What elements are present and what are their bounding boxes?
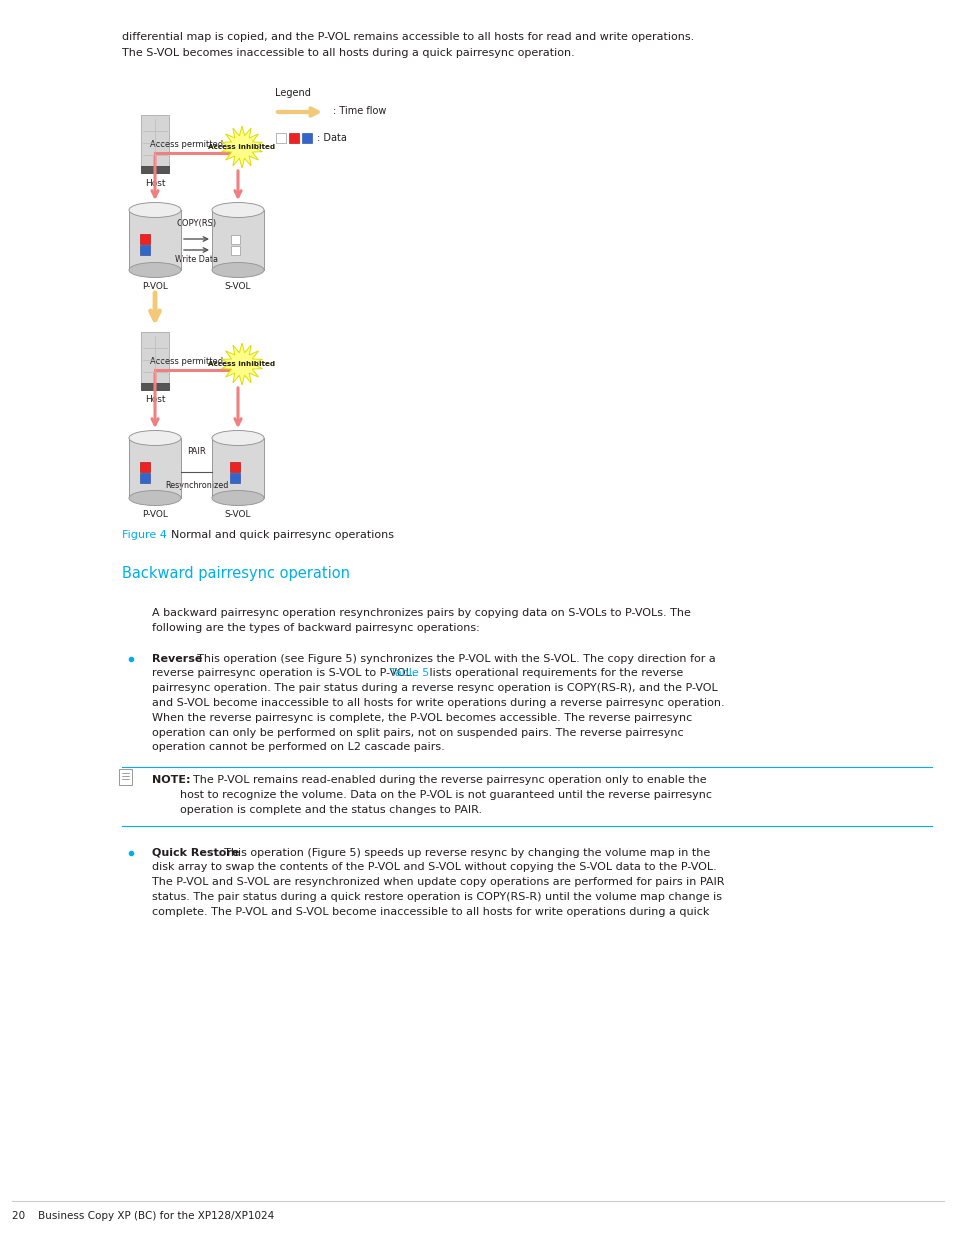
Text: Legend: Legend	[274, 88, 311, 98]
Text: Resynchronized: Resynchronized	[165, 480, 228, 490]
Bar	[141, 115, 169, 167]
Text: Host: Host	[145, 179, 165, 188]
Text: The S-VOL becomes inaccessible to all hosts during a quick pairresync operation.: The S-VOL becomes inaccessible to all ho…	[122, 47, 574, 58]
Text: operation is complete and the status changes to PAIR.: operation is complete and the status cha…	[180, 805, 481, 815]
Text: Access permitted: Access permitted	[150, 357, 223, 366]
Text: S-VOL: S-VOL	[225, 510, 251, 519]
Text: differential map is copied, and the P-VOL remains accessible to all hosts for re: differential map is copied, and the P-VO…	[122, 32, 694, 42]
Text: Reverse: Reverse	[152, 653, 202, 663]
Bar	[140, 462, 150, 472]
Text: Backward pairresync operation: Backward pairresync operation	[122, 566, 350, 580]
Bar	[230, 473, 240, 483]
Ellipse shape	[212, 490, 264, 505]
Bar	[212, 210, 264, 270]
Text: disk array to swap the contents of the P-VOL and S-VOL without copying the S-VOL: disk array to swap the contents of the P…	[152, 862, 716, 872]
Bar	[230, 462, 240, 472]
Text: A backward pairresync operation resynchronizes pairs by copying data on S-VOLs t: A backward pairresync operation resynchr…	[152, 608, 690, 618]
Text: reverse pairresync operation is S-VOL to P-VOL.: reverse pairresync operation is S-VOL to…	[152, 668, 418, 678]
Text: operation can only be performed on split pairs, not on suspended pairs. The reve: operation can only be performed on split…	[152, 727, 683, 737]
Text: host to recognize the volume. Data on the P-VOL is not guaranteed until the reve: host to recognize the volume. Data on th…	[180, 790, 711, 800]
Bar	[288, 133, 298, 143]
Text: Host: Host	[145, 395, 165, 405]
Text: : Time flow: : Time flow	[333, 105, 386, 116]
Bar	[129, 210, 181, 270]
Bar	[212, 438, 264, 498]
Bar	[275, 133, 285, 143]
Polygon shape	[221, 126, 262, 168]
Bar	[141, 332, 169, 384]
Text: When the reverse pairresync is complete, the P-VOL becomes accessible. The rever: When the reverse pairresync is complete,…	[152, 713, 692, 722]
Bar	[231, 246, 239, 254]
Bar	[140, 233, 150, 245]
Text: P-VOL: P-VOL	[142, 510, 168, 519]
Bar	[301, 133, 312, 143]
Text: The P-VOL remains read-enabled during the reverse pairresync operation only to e: The P-VOL remains read-enabled during th…	[186, 776, 706, 785]
Text: pairresync operation. The pair status during a reverse resync operation is COPY(: pairresync operation. The pair status du…	[152, 683, 717, 693]
Text: The P-VOL and S-VOL are resynchronized when update copy operations are performed: The P-VOL and S-VOL are resynchronized w…	[152, 877, 723, 887]
Polygon shape	[221, 343, 262, 385]
Text: NOTE:: NOTE:	[152, 776, 191, 785]
Text: Access permitted: Access permitted	[150, 140, 223, 149]
Text: Write Data: Write Data	[174, 254, 218, 264]
Text: status. The pair status during a quick restore operation is COPY(RS-R) until the: status. The pair status during a quick r…	[152, 892, 721, 902]
Ellipse shape	[212, 431, 264, 446]
Text: : Data: : Data	[316, 133, 347, 143]
Text: operation cannot be performed on L2 cascade pairs.: operation cannot be performed on L2 casc…	[152, 742, 444, 752]
Bar	[129, 438, 181, 498]
Text: . This operation (Figure 5) speeds up reverse resync by changing the volume map : . This operation (Figure 5) speeds up re…	[216, 847, 709, 857]
Text: P-VOL: P-VOL	[142, 282, 168, 291]
Text: complete. The P-VOL and S-VOL become inaccessible to all hosts for write operati: complete. The P-VOL and S-VOL become ina…	[152, 906, 709, 916]
Text: Access inhibited: Access inhibited	[208, 144, 275, 149]
Ellipse shape	[129, 431, 181, 446]
Text: Table 5: Table 5	[389, 668, 429, 678]
Ellipse shape	[212, 203, 264, 217]
Text: and S-VOL become inaccessible to all hosts for write operations during a reverse: and S-VOL become inaccessible to all hos…	[152, 698, 724, 708]
Ellipse shape	[129, 490, 181, 505]
Bar	[140, 473, 150, 483]
Bar	[140, 245, 150, 254]
Text: COPY(RS): COPY(RS)	[176, 219, 216, 228]
Bar	[141, 165, 169, 173]
Text: lists operational requirements for the reverse: lists operational requirements for the r…	[426, 668, 682, 678]
Text: Quick Restore: Quick Restore	[152, 847, 239, 857]
Text: Figure 4: Figure 4	[122, 530, 167, 540]
Ellipse shape	[129, 263, 181, 278]
Ellipse shape	[212, 263, 264, 278]
Bar	[118, 769, 132, 785]
Text: . This operation (see Figure 5) synchronizes the P-VOL with the S-VOL. The copy : . This operation (see Figure 5) synchron…	[191, 653, 716, 663]
Text: S-VOL: S-VOL	[225, 282, 251, 291]
Text: 20    Business Copy XP (BC) for the XP128/XP1024: 20 Business Copy XP (BC) for the XP128/X…	[12, 1212, 274, 1221]
Bar	[231, 235, 239, 243]
Bar	[141, 383, 169, 390]
Text: PAIR: PAIR	[187, 447, 206, 456]
Text: following are the types of backward pairresync operations:: following are the types of backward pair…	[152, 622, 479, 632]
Text: Access inhibited: Access inhibited	[208, 361, 275, 367]
Text: Normal and quick pairresync operations: Normal and quick pairresync operations	[164, 530, 394, 540]
Ellipse shape	[129, 203, 181, 217]
